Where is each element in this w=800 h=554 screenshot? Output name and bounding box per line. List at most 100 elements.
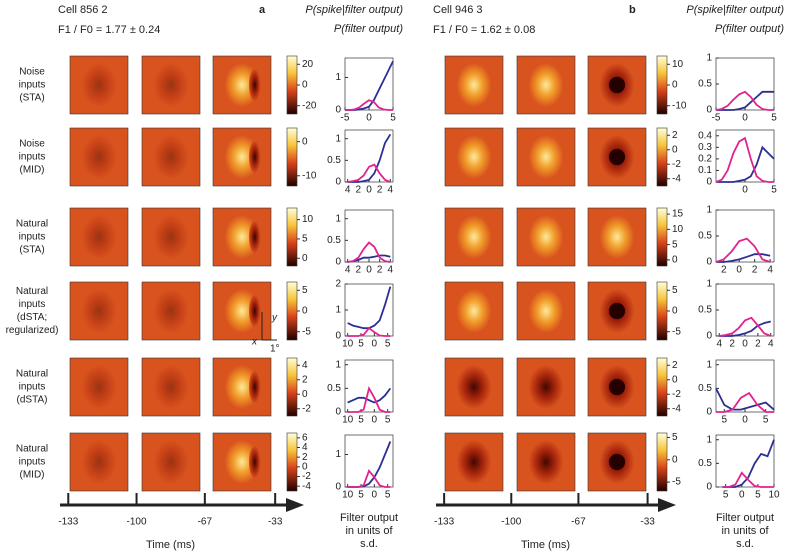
x-tick-label: 0 bbox=[739, 490, 745, 501]
colorbar bbox=[656, 127, 668, 187]
colorbar-tick-label: 5 bbox=[672, 432, 678, 443]
row-label: inputs bbox=[19, 80, 46, 91]
heatmap-blob bbox=[456, 214, 492, 260]
heatmap-blob bbox=[248, 370, 261, 404]
x-tick-label: 4 bbox=[716, 339, 722, 350]
heatmap-blob bbox=[456, 364, 492, 410]
row-label: (MID) bbox=[20, 165, 45, 176]
ratio: F1 / F0 = 1.77 ± 0.24 bbox=[58, 24, 160, 36]
plot-x-label: Filter output bbox=[716, 512, 774, 524]
x-tick-label: 2 bbox=[752, 265, 758, 276]
colorbar-tick-label: 0 bbox=[672, 374, 678, 385]
colorbar-tick-label: -10 bbox=[672, 100, 687, 111]
heatmap-blob bbox=[456, 134, 492, 180]
y-tick-label: 0.4 bbox=[698, 130, 712, 141]
series-line bbox=[345, 99, 393, 111]
x-tick-label: 0 bbox=[372, 490, 378, 501]
x-tick-label: 0 bbox=[742, 113, 748, 124]
x-tick-label: 10 bbox=[342, 490, 354, 501]
time-tick-label: -67 bbox=[198, 517, 213, 528]
heatmap-blob bbox=[608, 148, 626, 166]
heatmap-blob bbox=[608, 453, 626, 471]
heatmap-blob bbox=[153, 134, 189, 180]
y-tick-label: 2 bbox=[335, 279, 341, 290]
colorbar-tick-label: 4 bbox=[302, 360, 308, 371]
x-tick-label: -5 bbox=[712, 113, 721, 124]
series-line bbox=[347, 241, 391, 263]
y-tick-label: 1 bbox=[706, 434, 712, 445]
scale-label: y bbox=[271, 313, 278, 324]
colorbar bbox=[286, 432, 298, 492]
colorbar-tick-label: 15 bbox=[672, 209, 684, 220]
x-tick-label: -5 bbox=[341, 113, 350, 124]
heatmap-blob bbox=[81, 439, 117, 485]
colorbar-tick-label: 5 bbox=[302, 285, 308, 296]
y-tick-label: 0.2 bbox=[698, 154, 712, 165]
legend-entry: P(filter output) bbox=[334, 23, 403, 35]
colorbar bbox=[656, 281, 668, 341]
row-label: inputs bbox=[19, 232, 46, 243]
row-label: (STA) bbox=[19, 93, 44, 104]
x-tick-label: 4 bbox=[345, 265, 351, 276]
series-line bbox=[715, 90, 774, 111]
heatmap-blob bbox=[528, 439, 564, 485]
x-tick-label: 0 bbox=[742, 415, 748, 426]
x-tick-label: 0 bbox=[366, 265, 372, 276]
scale-label: x bbox=[251, 337, 258, 348]
colorbar-tick-label: -2 bbox=[302, 471, 311, 482]
colorbar-tick-label: 2 bbox=[302, 452, 308, 463]
heatmap-blob bbox=[528, 364, 564, 410]
plot-x-label: Filter output bbox=[340, 512, 398, 524]
colorbar-tick-label: 0 bbox=[302, 253, 308, 264]
row-label: (STA) bbox=[19, 245, 44, 256]
colorbar-tick-label: 0 bbox=[672, 255, 678, 266]
y-tick-label: 0.5 bbox=[698, 458, 712, 469]
row-label: Natural bbox=[16, 219, 48, 230]
colorbar-tick-label: 5 bbox=[672, 239, 678, 250]
y-tick-label: 1 bbox=[335, 359, 341, 370]
y-tick-label: 1 bbox=[706, 53, 712, 64]
colorbar bbox=[656, 357, 668, 417]
x-tick-label: 10 bbox=[768, 490, 780, 501]
x-tick-label: 5 bbox=[755, 490, 761, 501]
x-tick-label: 4 bbox=[768, 339, 774, 350]
y-tick-label: 1 bbox=[335, 305, 341, 316]
cell-name: Cell 946 3 bbox=[433, 4, 483, 16]
series-line bbox=[347, 133, 392, 183]
y-tick-label: 0.5 bbox=[698, 231, 712, 242]
heatmap-blob bbox=[81, 134, 117, 180]
colorbar-tick-label: 10 bbox=[302, 214, 314, 225]
x-tick-label: 10 bbox=[342, 339, 354, 350]
series-line bbox=[347, 286, 392, 330]
ratio: F1 / F0 = 1.62 ± 0.08 bbox=[433, 24, 535, 36]
y-tick-label: 1 bbox=[706, 205, 712, 216]
colorbar-tick-label: -5 bbox=[302, 326, 311, 337]
y-tick-label: 0.3 bbox=[698, 142, 712, 153]
colorbar-tick-label: 0 bbox=[302, 80, 308, 91]
colorbar bbox=[656, 207, 668, 267]
legend-entry: P(filter output) bbox=[715, 23, 784, 35]
series-line bbox=[719, 316, 772, 337]
series-line bbox=[716, 90, 774, 111]
series-line bbox=[715, 387, 775, 411]
row-label: (dSTA) bbox=[17, 395, 48, 406]
row-label: Natural bbox=[16, 444, 48, 455]
plot-frame bbox=[344, 359, 394, 413]
x-tick-label: 5 bbox=[771, 185, 777, 196]
heatmap-blob bbox=[456, 62, 492, 108]
colorbar-tick-label: -10 bbox=[302, 170, 317, 181]
plot-frame bbox=[715, 434, 775, 488]
x-tick-label: 0 bbox=[736, 265, 742, 276]
colorbar-tick-label: 0 bbox=[672, 144, 678, 155]
y-tick-label: 0.5 bbox=[698, 79, 712, 90]
colorbar bbox=[286, 55, 298, 115]
arrowhead bbox=[658, 498, 676, 512]
y-tick-label: 1 bbox=[335, 449, 341, 460]
plot-frame bbox=[715, 57, 775, 111]
row-label: (MID) bbox=[20, 470, 45, 481]
x-tick-label: 2 bbox=[721, 265, 727, 276]
time-tick-label: -133 bbox=[58, 517, 78, 528]
y-tick-label: 0 bbox=[335, 331, 341, 342]
time-tick-label: -133 bbox=[434, 517, 454, 528]
